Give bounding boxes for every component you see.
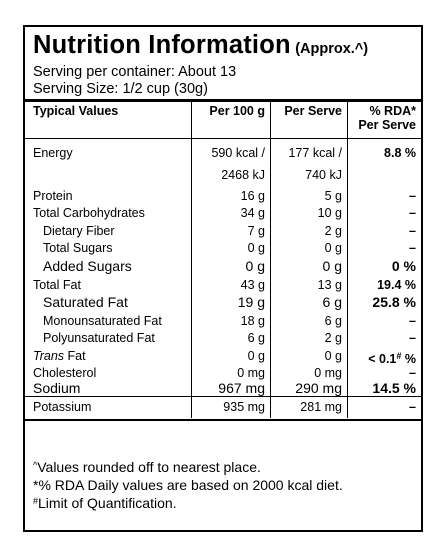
nutrient-name: Potassium <box>33 400 92 414</box>
title-note: (Approx.^) <box>295 41 369 57</box>
per100-value: 2468 kJ <box>221 168 265 182</box>
footnote-rounding: ^Values rounded off to nearest place. <box>33 459 261 475</box>
rda-value: – <box>409 241 416 255</box>
rda-suffix: % <box>401 352 416 366</box>
per100-value: 6 g <box>247 331 265 345</box>
perserve-value: 290 mg <box>295 380 342 396</box>
footnote-loq: #Limit of Quantification. <box>33 495 177 511</box>
rounding-text: Values rounded off to nearest place. <box>37 459 261 475</box>
perserve-value: 13 g <box>317 278 342 292</box>
perserve-value: 281 mg <box>300 400 342 414</box>
table-bottom-rule <box>25 396 421 397</box>
nutrient-name: Total Fat <box>33 278 81 292</box>
per100-value: 0 g <box>247 349 265 363</box>
perserve-value: 2 g <box>324 331 342 345</box>
per100-value: 34 g <box>240 206 265 220</box>
rda-value: 14.5 % <box>372 380 416 396</box>
perserve-value: 2 g <box>324 224 342 238</box>
nutrient-name: Protein <box>33 189 73 203</box>
per100-value: 18 g <box>240 314 265 328</box>
column-header-perserve: Per Serve <box>284 104 342 118</box>
loq-mark: # <box>33 496 39 506</box>
perserve-value: 0 g <box>324 349 342 363</box>
column-divider <box>347 99 348 396</box>
serving-per-container: Serving per container: About 13 <box>33 64 237 80</box>
perserve-value: 5 g <box>324 189 342 203</box>
nutrient-name: Total Carbohydrates <box>33 206 145 220</box>
nutrient-name: Saturated Fat <box>43 294 128 310</box>
trans-italic: Trans <box>33 349 65 363</box>
nutrition-label: Nutrition Information (Approx.^) Serving… <box>23 25 423 532</box>
per100-value: 590 kcal / <box>211 146 265 160</box>
rda-value: – <box>409 331 416 345</box>
nutrient-name: Dietary Fiber <box>43 224 115 238</box>
perserve-value: 6 g <box>324 314 342 328</box>
perserve-value: 0 mg <box>314 366 342 380</box>
nutrient-name: Cholesterol <box>33 366 97 380</box>
perserve-value: 0 g <box>324 241 342 255</box>
per100-value: 16 g <box>240 189 265 203</box>
header-rule <box>25 138 421 139</box>
per100-value: 0 mg <box>237 366 265 380</box>
column-header-per100: Per 100 g <box>209 104 265 118</box>
rda-value: – <box>409 366 416 380</box>
nutrient-name: Energy <box>33 146 73 160</box>
perserve-value: 0 g <box>322 258 342 274</box>
per100-value: 935 mg <box>223 400 265 414</box>
perserve-value: 177 kcal / <box>288 146 342 160</box>
per100-value: 0 g <box>247 241 265 255</box>
nutrient-name: Total Sugars <box>43 241 113 255</box>
per100-value: 967 mg <box>218 380 265 396</box>
loq-text: Limit of Quantification. <box>38 495 177 511</box>
label-title: Nutrition Information (Approx.^) <box>33 31 368 60</box>
per100-value: 19 g <box>237 294 265 310</box>
perserve-value: 10 g <box>317 206 342 220</box>
nutrient-name: Polyunsaturated Fat <box>43 331 155 345</box>
perserve-value: 6 g <box>322 294 342 310</box>
nutrient-name: Added Sugars <box>43 258 132 274</box>
rda-value: – <box>409 224 416 238</box>
nutrient-name: Sodium <box>33 380 81 396</box>
rda-value: – <box>409 189 416 203</box>
rda-value: 8.8 % <box>384 146 416 160</box>
title-text: Nutrition Information <box>33 31 291 59</box>
nutrient-name: Monounsaturated Fat <box>43 314 162 328</box>
rda-value: – <box>409 400 416 414</box>
column-divider <box>270 396 271 418</box>
table-end-rule <box>25 419 421 421</box>
column-header-name: Typical Values <box>33 104 119 118</box>
rda-value: 19.4 % <box>377 278 416 292</box>
column-divider <box>191 396 192 418</box>
column-divider <box>270 99 271 396</box>
rda-header-line1: % RDA* <box>369 104 416 118</box>
perserve-value: 740 kJ <box>305 168 342 182</box>
rda-value-trans-fat: < 0.1# % <box>347 346 416 369</box>
rda-value: < 0.1 <box>368 352 397 366</box>
per100-value: 0 g <box>245 258 265 274</box>
table-top-rule <box>25 99 421 102</box>
rda-header-line2: Per Serve <box>358 118 416 132</box>
rda-value: – <box>409 206 416 220</box>
label-header: Nutrition Information (Approx.^) Serving… <box>25 27 421 99</box>
per100-value: 43 g <box>240 278 265 292</box>
column-divider <box>191 99 192 396</box>
column-divider <box>347 396 348 418</box>
loq-mark: # <box>396 351 402 361</box>
footnote-rda: *% RDA Daily values are based on 2000 kc… <box>33 477 343 493</box>
rda-value: 25.8 % <box>372 294 416 310</box>
nutrition-table: Typical Values Per 100 g Per Serve % RDA… <box>25 99 421 456</box>
rounding-mark: ^ <box>33 460 38 470</box>
serving-size: Serving Size: 1/2 cup (30g) <box>33 81 208 97</box>
column-header-rda: % RDA* Per Serve <box>347 104 416 132</box>
per100-value: 7 g <box>247 224 265 238</box>
nutrient-name-trans-fat: Trans Fat <box>33 346 86 366</box>
trans-suffix: Fat <box>64 349 86 363</box>
rda-value: 0 % <box>391 258 416 274</box>
rda-value: – <box>409 314 416 328</box>
